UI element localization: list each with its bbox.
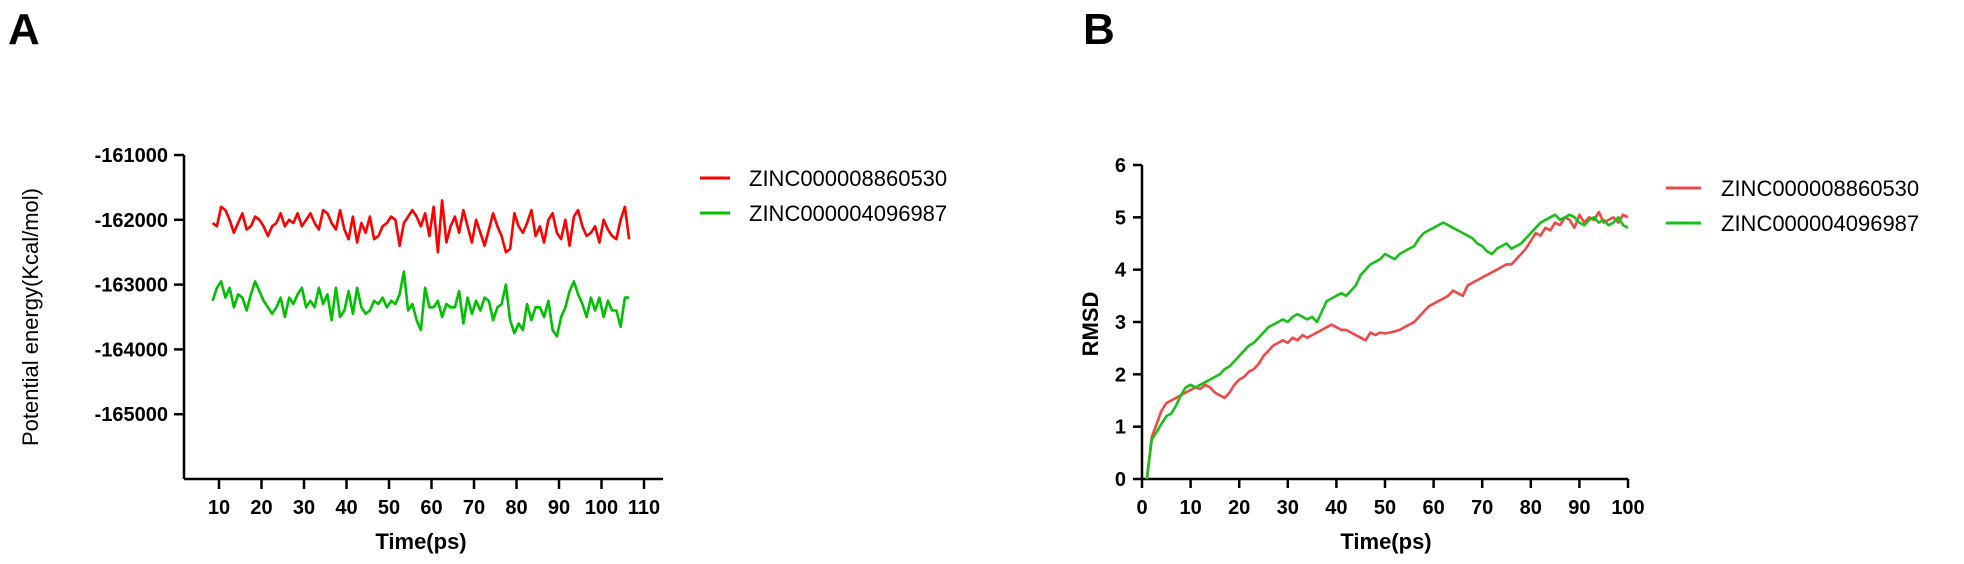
chart-b-xtick-label: 60 [1422,497,1444,519]
chart-b-xtick-label: 40 [1325,497,1347,519]
chart-b-ytick-label: 6 [1115,155,1126,177]
chart-a-xtick-label: 20 [250,497,272,519]
panel-a-letter: A [8,5,40,54]
chart-a-series-1-line [211,199,631,254]
chart-b-ytick-label: 2 [1115,364,1126,386]
chart-b-ytick-label: 5 [1115,207,1126,229]
chart-a-ytick-label: -161000 [95,145,168,167]
chart-b-ytick-label: 1 [1115,417,1126,439]
panel-b-letter: B [1083,5,1115,54]
chart-a-xtick-label: 100 [585,497,618,519]
chart-b-ytick-label: 3 [1115,312,1126,334]
legend-a-label-2: ZINC000004096987 [749,201,947,226]
chart-b-y-title: RMSD [1078,292,1103,357]
chart-a-ytick-label: -164000 [95,339,168,361]
chart-b-xtick-label: 20 [1228,497,1250,519]
chart-a: -161000 -162000 -163000 -164000 -165000 10 20… [18,145,947,554]
chart-a-xtick-label: 30 [293,497,315,519]
chart-a-series-2-line [211,270,630,338]
chart-a-x-title: Time(ps) [375,529,466,554]
chart-b-legend: ZINC000008860530 ZINC000004096987 [1666,176,1919,236]
chart-a-y-title: Potential energy(Kcal/mol) [18,188,43,446]
chart-a-ytick-label: -165000 [95,404,168,426]
chart-b-xtick-label: 10 [1179,497,1201,519]
chart-b-xtick-label: 0 [1136,497,1147,519]
chart-b-ytick-label: 4 [1115,260,1127,282]
chart-b-ytick-label: 0 [1115,469,1126,491]
chart-a-xtick-label: 70 [463,497,485,519]
legend-b-label-2: ZINC000004096987 [1721,211,1919,236]
chart-a-legend: ZINC000008860530 ZINC000004096987 [700,166,947,226]
chart-b-series-1-line [1145,210,1629,480]
chart-b-xtick-label: 100 [1611,497,1644,519]
chart-a-xtick-label: 10 [208,497,230,519]
chart-b-xtick-label: 70 [1471,497,1493,519]
chart-a-xtick-label: 40 [335,497,357,519]
chart-b-xtick-label: 30 [1277,497,1299,519]
chart-a-xtick-label: 50 [378,497,400,519]
chart-b-xtick-label: 50 [1374,497,1396,519]
chart-a-xtick-label: 110 [628,497,660,519]
legend-b-label-1: ZINC000008860530 [1721,176,1919,201]
chart-b-xtick-label: 80 [1520,497,1542,519]
chart-b-xtick-label: 90 [1568,497,1590,519]
chart-b-x-title: Time(ps) [1340,529,1431,554]
chart-b-series-2-line [1145,213,1629,480]
chart-a-ytick-label: -163000 [95,275,168,297]
chart-a-xtick-label: 80 [505,497,527,519]
legend-a-label-1: ZINC000008860530 [749,166,947,191]
chart-a-xtick-label: 60 [420,497,442,519]
chart-a-ytick-label: -162000 [95,210,168,232]
chart-a-xtick-label: 90 [548,497,570,519]
